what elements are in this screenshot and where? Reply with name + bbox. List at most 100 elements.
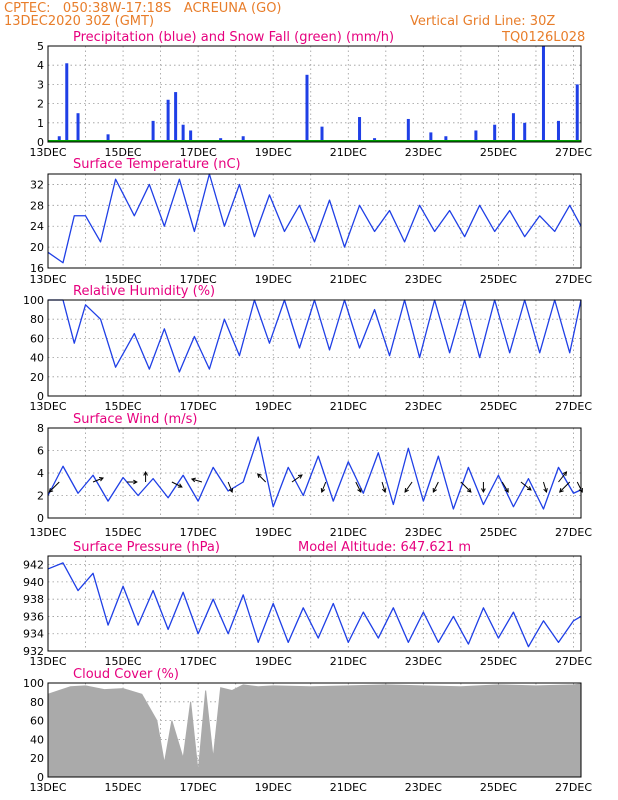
y-tick-label: 1 — [37, 117, 44, 130]
x-tick-label: 17DEC — [180, 400, 217, 413]
wind-arrow-head — [99, 477, 105, 482]
x-tick-label: 21DEC — [330, 146, 367, 159]
y-tick-label: 28 — [30, 199, 44, 212]
wind-arrow — [227, 481, 233, 493]
temperature-title: Surface Temperature (nC) — [73, 157, 241, 172]
humidity-title: Relative Humidity (%) — [73, 284, 216, 299]
y-tick-label: 0 — [37, 390, 44, 403]
pressure-title: Surface Pressure (hPa) — [73, 540, 220, 555]
series-line — [48, 299, 582, 373]
x-tick-label: 21DEC — [330, 526, 367, 539]
x-tick-label: 21DEC — [330, 655, 367, 668]
x-tick-label: 27DEC — [555, 781, 592, 794]
x-tick-label: 19DEC — [255, 781, 292, 794]
wind-arrow — [520, 481, 532, 491]
wind-arrow — [501, 481, 509, 493]
y-tick-label: 940 — [23, 576, 44, 589]
x-tick-label: 15DEC — [105, 146, 142, 159]
wind-arrow — [381, 481, 386, 493]
x-tick-label: 23DEC — [405, 781, 442, 794]
x-tick-label: 13DEC — [29, 526, 66, 539]
wind-arrow-head — [526, 486, 532, 491]
y-tick-label: 2 — [37, 98, 44, 111]
wind-arrow — [257, 473, 267, 483]
panel-3: 0 2 4 6 8 13DEC 15DEC 17DEC 19DEC 21DEC 23DEC 25DEC… — [29, 422, 592, 539]
wind-arrow — [559, 481, 571, 493]
wind-arrow — [404, 481, 413, 493]
y-tick-label: 80 — [30, 696, 44, 709]
x-tick-label: 27DEC — [555, 146, 592, 159]
y-tick-label: 40 — [30, 352, 44, 365]
precip-bar — [493, 124, 497, 142]
x-tick-label: 13DEC — [29, 655, 66, 668]
precipitation-title: Precipitation (blue) and Snow Fall (gree… — [73, 30, 395, 45]
y-tick-label: 24 — [30, 220, 44, 233]
y-tick-label: 40 — [30, 733, 44, 746]
x-tick-label: 13DEC — [29, 400, 66, 413]
x-tick-label: 17DEC — [180, 526, 217, 539]
y-tick-label: 938 — [23, 593, 44, 606]
wind-arrow-head — [481, 488, 486, 494]
wind-arrow-head — [256, 473, 262, 478]
x-tick-label: 25DEC — [480, 526, 517, 539]
panel-frame — [47, 427, 582, 519]
precip-bar — [474, 130, 478, 142]
panel-1: 16 20 24 28 32 13DEC 15DEC 17DEC 19DEC 21DEC 23DEC… — [29, 173, 592, 286]
precip-bar — [189, 130, 193, 142]
x-tick-label: 15DEC — [105, 400, 142, 413]
x-tick-label: 13DEC — [29, 781, 66, 794]
precip-bar — [358, 117, 362, 142]
x-tick-label: 17DEC — [180, 781, 217, 794]
wind-arrow — [432, 481, 439, 493]
y-tick-label: 934 — [23, 628, 44, 641]
x-tick-label: 27DEC — [555, 400, 592, 413]
x-tick-label: 15DEC — [105, 655, 142, 668]
wind-arrow-head — [357, 487, 362, 493]
panel-5: 0 20 40 60 80 100 13DEC 15DEC 17DEC 19DEC 21DEC 23D… — [23, 677, 592, 794]
series-line — [47, 436, 582, 510]
x-tick-label: 25DEC — [480, 655, 517, 668]
x-tick-label: 13DEC — [29, 273, 66, 286]
x-tick-label: 25DEC — [480, 273, 517, 286]
y-tick-label: 4 — [37, 59, 44, 72]
precip-bar — [65, 63, 69, 142]
wind-arrow-head — [133, 479, 138, 485]
y-tick-label: 942 — [23, 559, 44, 572]
x-tick-label: 21DEC — [330, 273, 367, 286]
x-tick-label: 23DEC — [405, 400, 442, 413]
precip-bar — [57, 136, 61, 142]
precip-bar — [305, 74, 309, 142]
precip-bar — [511, 113, 515, 142]
precip-bar — [151, 120, 155, 142]
x-tick-label: 15DEC — [105, 781, 142, 794]
wind-arrow-head — [504, 487, 509, 493]
x-tick-label: 19DEC — [255, 400, 292, 413]
wind-arrow-head — [543, 487, 548, 493]
header-right-line1: Vertical Grid Line: 30Z — [410, 14, 556, 29]
x-tick-label: 27DEC — [555, 655, 592, 668]
precip-bar — [241, 136, 245, 142]
y-tick-label: 60 — [30, 332, 44, 345]
x-tick-label: 17DEC — [180, 146, 217, 159]
wind-arrow-head — [432, 487, 437, 493]
wind-arrow-head — [190, 477, 196, 483]
y-tick-label: 8 — [37, 422, 44, 435]
x-tick-label: 27DEC — [555, 526, 592, 539]
y-tick-label: 932 — [23, 645, 44, 658]
wind-arrow-head — [320, 487, 326, 493]
header-left-line1: CPTEC: 050:38W-17:18S ACREUNA (GO) — [4, 1, 282, 16]
y-tick-label: 6 — [37, 445, 44, 458]
x-tick-label: 21DEC — [330, 781, 367, 794]
wind-arrow — [355, 481, 362, 493]
wind-arrow-head — [177, 483, 183, 488]
panel-frame — [47, 299, 582, 397]
wind-arrow — [542, 481, 547, 493]
wind-arrow — [48, 481, 60, 493]
y-tick-label: 32 — [30, 178, 44, 191]
panel-2: 0 20 40 60 80 100 13DEC 15DEC 17DEC 19DEC 21DEC 23D… — [23, 294, 592, 413]
precip-bar — [429, 132, 433, 142]
wind-arrow-head — [228, 487, 234, 493]
wind-arrow-head — [559, 488, 564, 493]
x-tick-label: 23DEC — [405, 526, 442, 539]
